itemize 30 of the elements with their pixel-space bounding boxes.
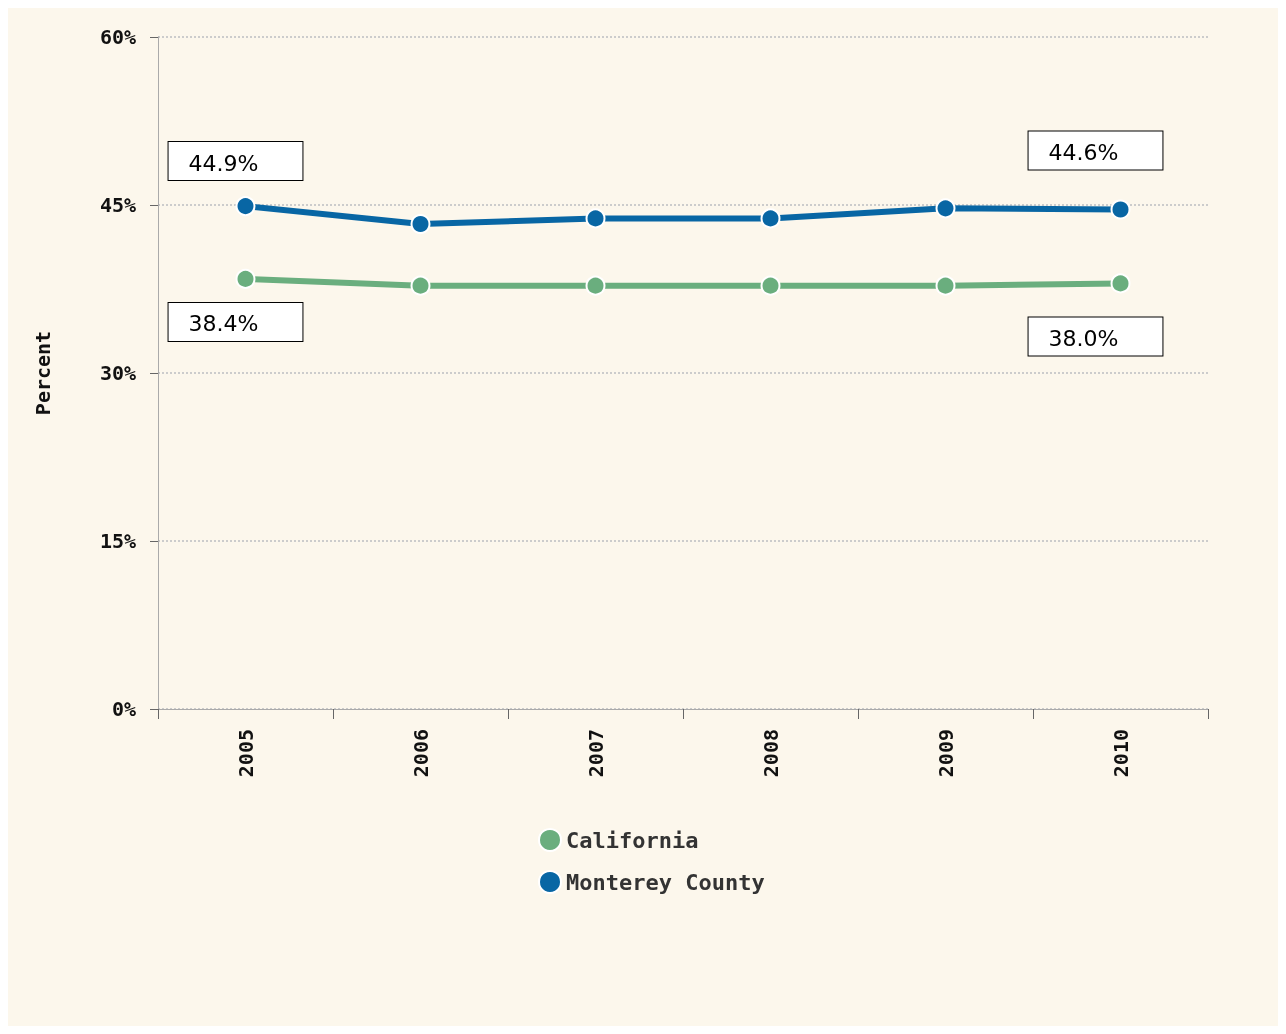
x-tick-label: 2006 — [408, 729, 433, 778]
point — [410, 214, 431, 235]
data-label: 44.9% — [188, 150, 259, 176]
data-label: 38.4% — [188, 311, 259, 337]
point — [410, 275, 431, 296]
point — [935, 275, 956, 296]
x-tick-label: 2010 — [1108, 729, 1133, 778]
y-tick-label: 15% — [99, 529, 136, 553]
y-tick-label: 30% — [99, 361, 136, 385]
point — [1110, 199, 1131, 220]
point — [760, 208, 781, 229]
point — [585, 208, 606, 229]
x-tick-label: 2009 — [933, 729, 958, 778]
point — [1110, 273, 1131, 294]
y-axis-title: Percent — [31, 330, 55, 416]
y-tick-label: 60% — [99, 25, 136, 49]
data-label: 44.6% — [1048, 139, 1119, 165]
point — [760, 275, 781, 296]
point — [235, 196, 256, 217]
point — [235, 268, 256, 289]
x-tick-label: 2007 — [583, 729, 608, 778]
data-label: 38.0% — [1048, 325, 1119, 351]
x-tick-label: 2005 — [233, 729, 258, 778]
y-tick-label: 45% — [99, 193, 136, 217]
legend-label: Monterey County — [566, 869, 765, 895]
point — [585, 275, 606, 296]
y-tick-label: 0% — [111, 697, 136, 721]
x-tick-label: 2008 — [758, 729, 783, 778]
legend-label: California — [566, 827, 699, 853]
point — [935, 198, 956, 219]
